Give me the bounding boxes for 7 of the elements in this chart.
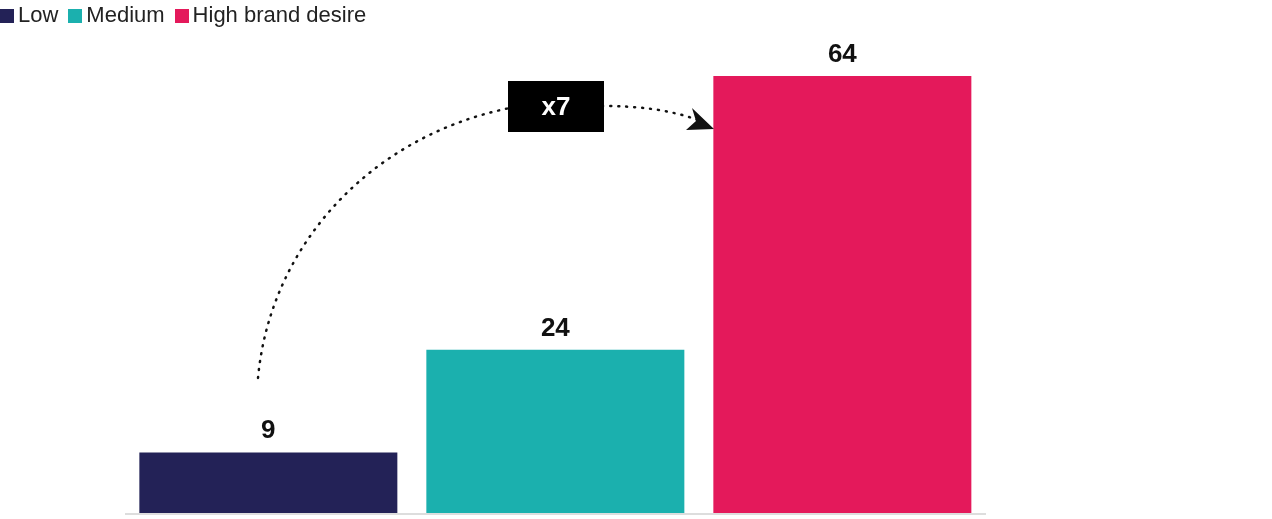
data-label: 64: [827, 38, 858, 68]
data-label: 9: [261, 414, 276, 445]
legend-label: Medium: [86, 2, 165, 27]
data-label: 24: [540, 311, 571, 342]
legend-label: Low: [18, 2, 59, 27]
annotation: x7: [541, 91, 571, 122]
legend-label: High brand desire: [192, 2, 367, 27]
